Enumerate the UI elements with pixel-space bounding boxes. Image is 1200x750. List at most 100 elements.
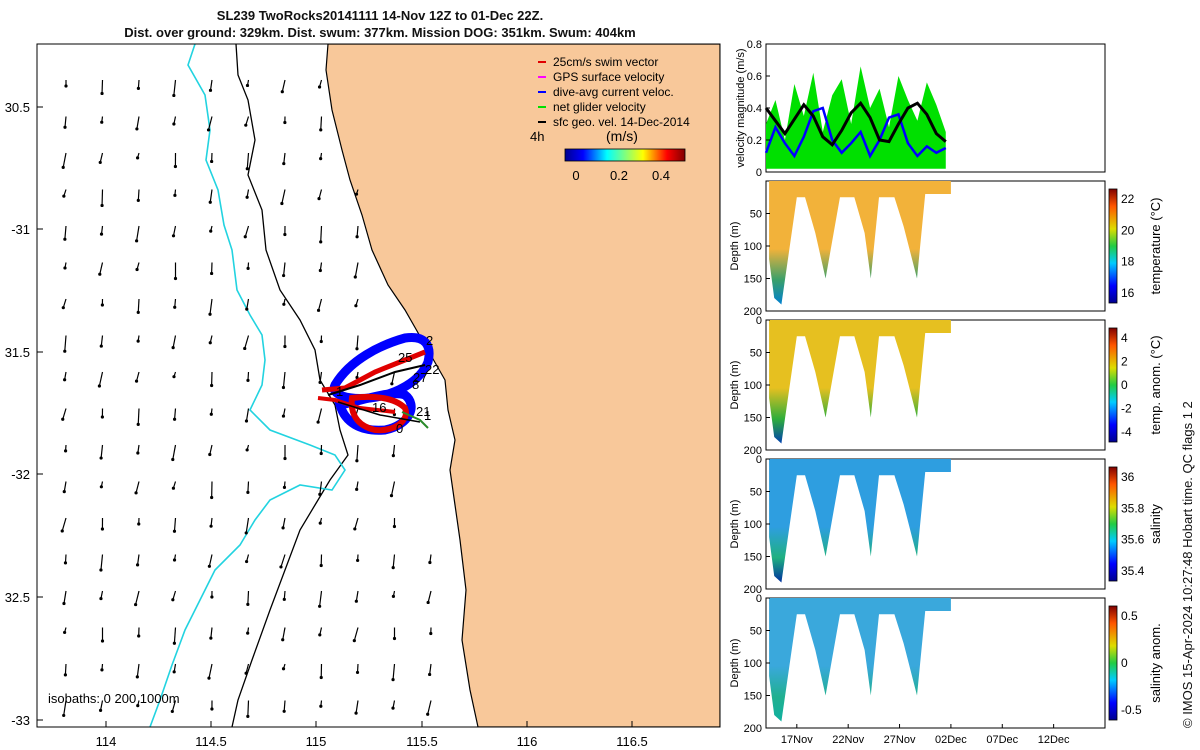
velocity-arrow-head xyxy=(210,495,214,500)
track-day-label: 25 xyxy=(398,350,412,365)
velocity-arrow-head xyxy=(100,303,104,307)
velocity-arrow-head xyxy=(244,123,248,127)
velocity-arrow-head xyxy=(170,709,174,714)
section-colorbar xyxy=(1108,327,1118,443)
velocity-arrow-head xyxy=(316,308,321,312)
colorbar-tick: 2 xyxy=(1121,355,1128,369)
depth-tick: 200 xyxy=(744,584,762,596)
velocity-arrow-head xyxy=(318,492,322,496)
velocity-arrow-head xyxy=(391,677,395,682)
velocity-arrow-head xyxy=(172,529,177,533)
colorbar-tick: 18 xyxy=(1121,255,1135,269)
track-day-label: 2 xyxy=(426,333,433,348)
velocity-arrow xyxy=(281,189,286,204)
velocity-arrow-head xyxy=(135,156,140,160)
velocity-arrow-head xyxy=(280,90,284,94)
velocity-arrow xyxy=(64,225,67,240)
velocity-y-tick: 0.4 xyxy=(747,103,762,115)
time-x-tick: 07Dec xyxy=(986,734,1018,746)
velocity-arrow xyxy=(280,554,286,568)
velocity-arrow xyxy=(319,481,323,495)
velocity-arrow-head xyxy=(208,452,212,457)
colorbar-tick: 4 xyxy=(1121,331,1128,345)
velocity-arrow xyxy=(173,408,177,420)
velocity-arrow xyxy=(320,225,323,242)
velocity-arrow-head xyxy=(283,120,287,125)
velocity-arrow xyxy=(136,663,140,677)
velocity-arrow xyxy=(391,371,396,384)
velocity-arrow-head xyxy=(282,709,286,713)
colorbar-tick-label: 0 xyxy=(572,168,579,183)
velocity-arrow xyxy=(245,517,250,534)
velocity-arrow xyxy=(429,663,432,675)
time-x-tick: 17Nov xyxy=(781,734,813,746)
velocity-arrow-head xyxy=(62,713,66,718)
depth-tick: 150 xyxy=(744,413,762,425)
velocity-arrow-head xyxy=(64,84,68,88)
velocity-arrow-head xyxy=(99,596,103,601)
velocity-arrow-head xyxy=(209,636,213,640)
velocity-arrow-head xyxy=(282,597,286,601)
velocity-arrow xyxy=(209,444,213,455)
velocity-arrow-head xyxy=(319,451,323,456)
velocity-arrow-head xyxy=(316,420,320,424)
section-data-field xyxy=(769,459,951,583)
map-x-tick-label: 116 xyxy=(517,734,538,749)
velocity-arrow xyxy=(282,371,286,388)
isobaths-label: isobaths: 0 200 1000m xyxy=(48,691,180,706)
velocity-arrow xyxy=(172,444,177,460)
velocity-arrow xyxy=(317,408,323,423)
velocity-arrow-head xyxy=(134,491,138,495)
velocity-arrow xyxy=(173,517,177,532)
velocity-arrow-head xyxy=(208,200,212,204)
velocity-arrow-head xyxy=(246,631,250,635)
velocity-arrow-head xyxy=(208,312,212,316)
velocity-arrow-head xyxy=(172,641,176,645)
figure-title-line2: Dist. over ground: 329km. Dist. swum: 37… xyxy=(124,25,636,40)
velocity-arrow-head xyxy=(134,602,138,607)
section-data-field xyxy=(769,181,951,305)
velocity-arrow-head xyxy=(319,675,323,680)
depth-tick: 50 xyxy=(750,209,762,221)
velocity-arrow xyxy=(61,517,67,532)
depth-tick: 50 xyxy=(750,626,762,638)
velocity-arrow-head xyxy=(280,201,284,206)
map-y-tick-label: 31.5 xyxy=(5,345,30,360)
map-x-tick-label: 116.5 xyxy=(616,734,648,749)
velocity-arrow-head xyxy=(390,382,394,386)
velocity-arrow-head xyxy=(63,266,67,270)
legend-entry: GPS surface velocity xyxy=(553,70,664,84)
velocity-arrow-head xyxy=(428,672,432,677)
velocity-arrow xyxy=(208,554,213,567)
colorbar-tick: 20 xyxy=(1121,223,1135,237)
velocity-arrow xyxy=(172,335,177,348)
velocity-arrow-head xyxy=(389,494,394,498)
velocity-arrow-head xyxy=(208,341,212,345)
map-x-tick-label: 114 xyxy=(96,734,117,749)
velocity-arrow-head xyxy=(244,419,249,423)
depth-tick: 150 xyxy=(744,552,762,564)
velocity-arrow xyxy=(247,590,250,605)
velocity-arrow xyxy=(244,225,250,237)
velocity-arrow-head xyxy=(173,305,177,309)
depth-tick: 100 xyxy=(744,241,762,253)
colorbar-tick: 0 xyxy=(1121,378,1128,392)
map-x-tick-label: 115 xyxy=(306,734,327,749)
velocity-arrow-head xyxy=(243,235,247,239)
velocity-arrow xyxy=(136,225,140,241)
velocity-arrow xyxy=(355,590,359,602)
velocity-arrow-head xyxy=(318,521,322,525)
velocity-arrow-head xyxy=(209,412,213,416)
velocity-arrow-head xyxy=(319,157,323,161)
velocity-arrow-head xyxy=(135,267,139,272)
velocity-arrow-head xyxy=(319,339,323,344)
velocity-arrow xyxy=(137,408,140,425)
velocity-y-label: velocity magnitude (m/s) xyxy=(735,48,747,167)
velocity-arrow xyxy=(63,700,67,716)
velocity-arrow-head xyxy=(355,459,359,463)
velocity-arrow-head xyxy=(246,378,250,382)
velocity-arrow-head xyxy=(134,379,139,383)
velocity-arrow-head xyxy=(63,630,67,635)
